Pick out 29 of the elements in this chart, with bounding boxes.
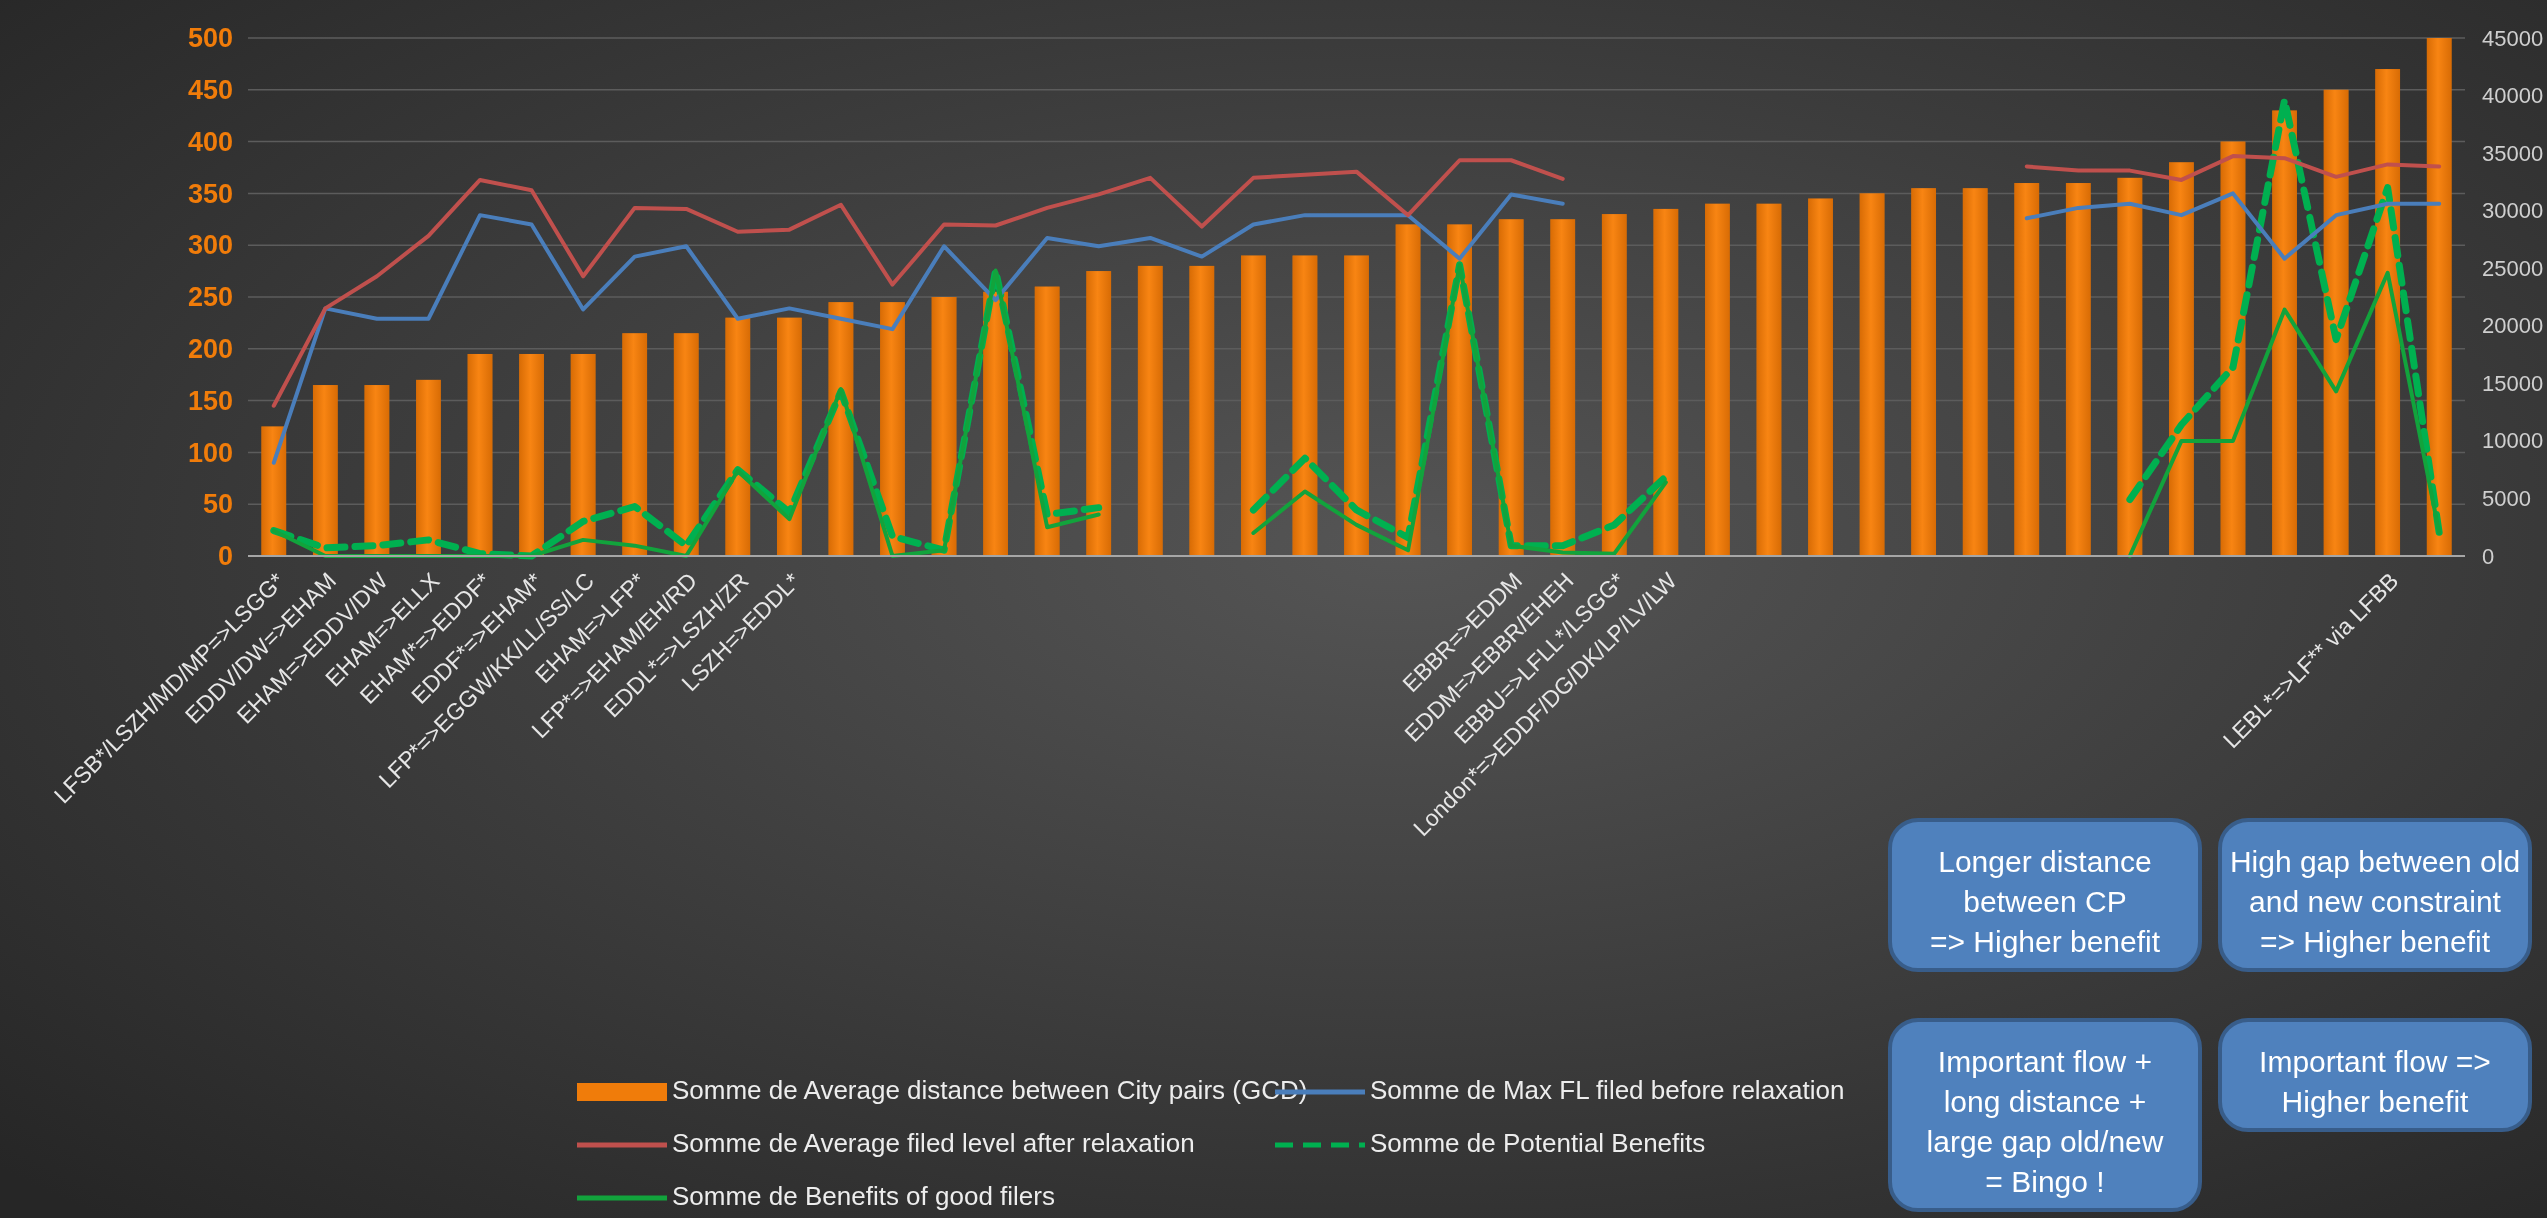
y-tick-label: 100 xyxy=(187,437,233,468)
y2-tick-label: 35000 xyxy=(2482,140,2544,166)
y-tick-label: 0 xyxy=(217,541,233,572)
legend-label: Somme de Potential Benefits xyxy=(1370,1127,1706,1158)
y-tick-label: 300 xyxy=(187,230,233,261)
y2-tick-label: 10000 xyxy=(2482,428,2544,454)
y2-tick-label: 40000 xyxy=(2482,83,2544,109)
y-tick-label: 50 xyxy=(202,489,233,520)
y2-tick-label: 5000 xyxy=(2482,485,2531,511)
callout-box: Important flow => Higher benefit xyxy=(2218,1018,2532,1132)
y2-tick-label: 20000 xyxy=(2482,313,2544,339)
y2-tick-label: 25000 xyxy=(2482,255,2544,281)
y2-tick-label: 45000 xyxy=(2482,25,2544,51)
y2-tick-label: 15000 xyxy=(2482,370,2544,396)
y-tick-label: 150 xyxy=(187,385,233,416)
legend-label: Somme de Average filed level after relaxation xyxy=(672,1127,1195,1158)
y2-tick-label: 30000 xyxy=(2482,198,2544,224)
y-tick-label: 500 xyxy=(187,23,233,54)
y-tick-label: 450 xyxy=(187,74,233,105)
callout-box: Longer distance between CP => Higher benefit xyxy=(1888,818,2202,972)
y-tick-label: 200 xyxy=(187,333,233,364)
y-tick-label: 400 xyxy=(187,126,233,157)
callout-box: High gap between old and new constraint => Higher benefit xyxy=(2218,818,2532,972)
y-tick-label: 250 xyxy=(187,282,233,313)
callout-box: Important flow + long distance + large gap old/new = Bingo ! xyxy=(1888,1018,2202,1212)
legend-label: Somme de Max FL filed before relaxation xyxy=(1370,1074,1845,1105)
y-tick-label: 350 xyxy=(187,178,233,209)
y2-tick-label: 0 xyxy=(2482,543,2495,569)
legend-label: Somme de Benefits of good filers xyxy=(672,1180,1055,1211)
